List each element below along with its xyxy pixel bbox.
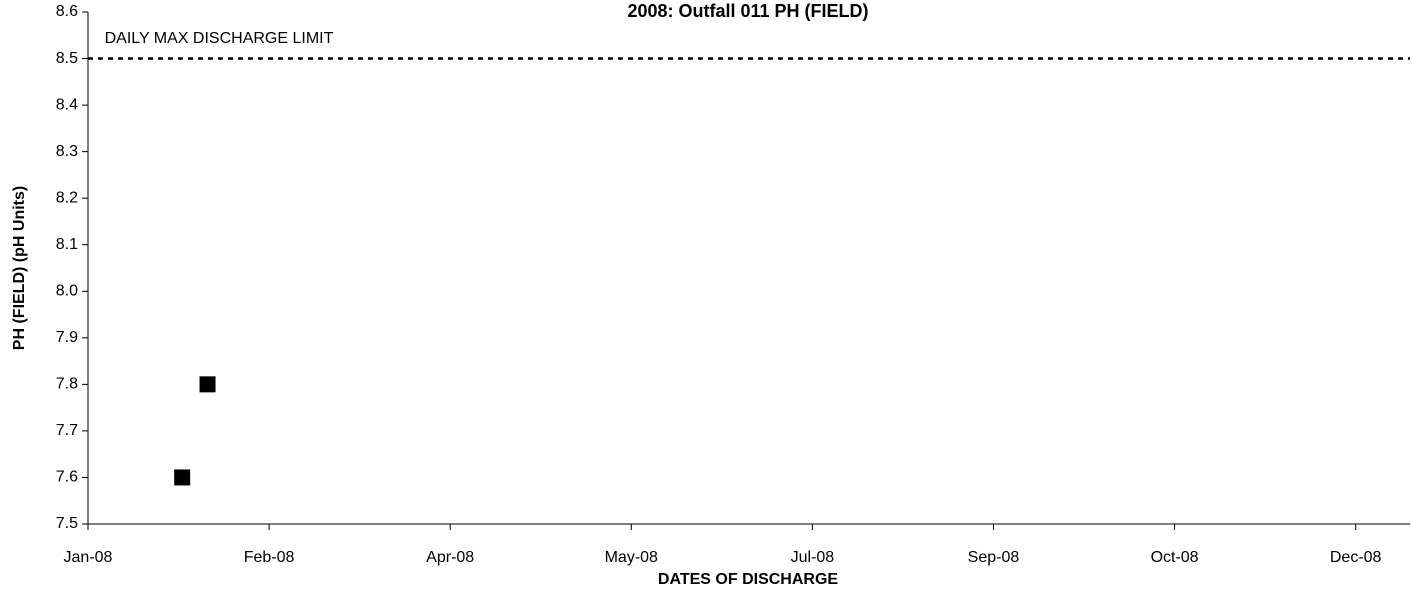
y-tick-label: 7.8 bbox=[56, 376, 78, 393]
chart-title: 2008: Outfall 011 PH (FIELD) bbox=[627, 1, 868, 21]
y-tick-label: 8.0 bbox=[56, 282, 78, 299]
y-tick-label: 8.4 bbox=[56, 96, 78, 113]
y-tick-label: 8.6 bbox=[56, 3, 78, 20]
x-tick-label: Jan-08 bbox=[64, 549, 113, 566]
reference-label: DAILY MAX DISCHARGE LIMIT bbox=[104, 30, 334, 47]
y-tick-label: 8.2 bbox=[56, 189, 78, 206]
y-tick-label: 7.9 bbox=[56, 329, 78, 346]
x-tick-label: May-08 bbox=[605, 549, 658, 566]
y-tick-label: 7.7 bbox=[56, 422, 78, 439]
x-axis-label: DATES OF DISCHARGE bbox=[658, 571, 838, 588]
x-tick-label: Oct-08 bbox=[1151, 549, 1199, 566]
y-tick-label: 8.3 bbox=[56, 143, 78, 160]
x-tick-label: Feb-08 bbox=[244, 549, 295, 566]
y-tick-label: 8.1 bbox=[56, 236, 78, 253]
x-tick-label: Apr-08 bbox=[426, 549, 474, 566]
x-tick-label: Sep-08 bbox=[968, 549, 1020, 566]
x-tick-label: Jul-08 bbox=[791, 549, 835, 566]
marker bbox=[174, 469, 191, 486]
y-tick-label: 7.5 bbox=[56, 515, 78, 532]
x-tick-label: Dec-08 bbox=[1330, 549, 1382, 566]
y-tick-label: 8.5 bbox=[56, 50, 78, 67]
y-tick-label: 7.6 bbox=[56, 469, 78, 486]
marker bbox=[199, 376, 216, 393]
y-axis-label: PH (FIELD) (pH Units) bbox=[11, 186, 28, 350]
